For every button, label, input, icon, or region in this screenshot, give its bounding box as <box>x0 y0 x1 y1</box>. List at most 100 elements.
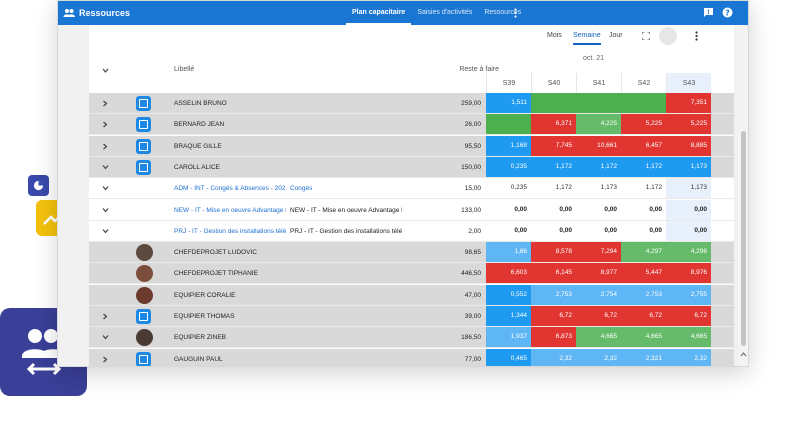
tab-plan-capacitaire[interactable]: Plan capacitaire <box>346 1 412 25</box>
load-cell[interactable]: 0,00 <box>649 226 662 234</box>
chevron-right-icon[interactable] <box>102 121 109 128</box>
load-cell[interactable] <box>576 93 621 113</box>
column-header-libelle[interactable]: Libellé <box>174 66 195 73</box>
load-cell[interactable]: 0,00 <box>604 205 617 213</box>
resource-row[interactable]: GAUGUIN PAUL 77,00 0,465 2,32 2,32 2,321 2,32 <box>89 348 734 366</box>
load-cell[interactable]: 2,753 <box>621 284 666 305</box>
task-row[interactable]: ADM - INT - Congés & Absences - 2021 Cong… <box>89 178 734 200</box>
chevron-down-icon[interactable] <box>102 185 109 192</box>
load-cell[interactable]: 6,873 <box>531 327 576 348</box>
load-cell[interactable] <box>531 93 576 113</box>
load-cell[interactable]: 1,173 <box>666 178 711 199</box>
load-cell[interactable]: 6,72 <box>531 306 576 326</box>
fullscreen-icon[interactable] <box>642 32 650 40</box>
task-row[interactable]: PRJ - IT - Gestion des installations tél… <box>89 220 734 242</box>
load-cell[interactable]: 0,235 <box>510 184 527 192</box>
load-cell[interactable]: 0,00 <box>649 205 662 213</box>
load-cell[interactable]: 2,32 <box>666 348 711 366</box>
load-cell[interactable]: 4,665 <box>621 327 666 348</box>
load-cell[interactable]: 10,661 <box>576 135 621 156</box>
load-cell[interactable]: 7,745 <box>531 135 576 156</box>
chevron-right-icon[interactable] <box>102 356 109 363</box>
view-week-button[interactable]: Semaine <box>573 29 601 45</box>
load-cell[interactable]: 2,32 <box>531 348 576 366</box>
load-cell[interactable]: 1,172 <box>576 156 621 177</box>
load-cell[interactable]: 1,86 <box>486 242 531 263</box>
load-cell[interactable]: 8,578 <box>531 242 576 263</box>
load-cell[interactable]: 1,344 <box>486 306 531 326</box>
load-cell[interactable]: 1,173 <box>666 156 711 177</box>
chevron-down-icon[interactable] <box>102 334 109 341</box>
task-project-link[interactable]: PRJ - IT - Gestion des installations tél… <box>174 227 286 235</box>
load-cell[interactable]: 7,294 <box>576 242 621 263</box>
resource-row[interactable]: EQUIPIER THOMAS 39,00 1,344 6,72 6,72 6,72 6,7… <box>89 306 734 327</box>
load-cell[interactable]: 6,457 <box>621 135 666 156</box>
chevron-down-icon[interactable] <box>102 228 109 235</box>
load-cell[interactable]: 4,296 <box>666 242 711 263</box>
resource-row[interactable]: BRAQUE GILLE 95,50 1,168 7,745 10,661 6,457 8,… <box>89 135 734 157</box>
load-cell[interactable]: 1,511 <box>486 93 531 113</box>
task-activity-label[interactable]: Congés <box>290 185 313 193</box>
resource-row[interactable]: CAROLL ALICE 150,00 0,235 1,172 1,172 1,172 1,… <box>89 156 734 178</box>
load-cell[interactable]: 4,665 <box>666 327 711 348</box>
load-cell[interactable]: 1,172 <box>645 184 662 192</box>
feedback-icon[interactable] <box>703 7 714 18</box>
load-cell[interactable]: 2,753 <box>531 284 576 305</box>
task-project-link[interactable]: ADM - INT - Congés & Absences - 2021 <box>174 185 286 193</box>
load-cell[interactable]: 6,72 <box>621 306 666 326</box>
chevron-down-icon[interactable] <box>102 207 109 214</box>
load-cell[interactable]: 0,00 <box>514 205 527 213</box>
load-cell[interactable]: 6,371 <box>531 114 576 135</box>
task-project-link[interactable]: NEW - IT - Mise en oeuvre Advantage Fir <box>174 206 286 214</box>
scroll-down-arrow-icon[interactable] <box>740 352 747 357</box>
load-cell[interactable]: 6,72 <box>576 306 621 326</box>
load-cell[interactable]: 0,00 <box>666 220 711 241</box>
chevron-right-icon[interactable] <box>102 143 109 150</box>
load-cell[interactable]: 5,447 <box>621 263 666 284</box>
load-cell[interactable]: 5,225 <box>666 114 711 135</box>
load-cell[interactable]: 8,976 <box>666 263 711 284</box>
scrollbar-thumb[interactable] <box>741 131 746 346</box>
load-cell[interactable]: 8,977 <box>576 263 621 284</box>
resource-row[interactable]: CHEFDEPROJET TIPHANIE 446,50 6,603 6,145 8,9… <box>89 263 734 285</box>
load-cell[interactable]: 2,755 <box>666 284 711 305</box>
load-cell[interactable]: 4,665 <box>576 327 621 348</box>
load-cell[interactable]: 4,225 <box>576 114 621 135</box>
load-cell[interactable] <box>621 93 666 113</box>
load-cell[interactable]: 1,173 <box>600 184 617 192</box>
load-cell[interactable]: 1,937 <box>486 327 531 348</box>
load-cell[interactable]: 0,00 <box>666 199 711 220</box>
resource-row[interactable]: CHEFDEPROJET LUDOVIC 98,65 1,86 8,578 7,294 4… <box>89 242 734 264</box>
load-cell[interactable]: 0,552 <box>486 284 531 305</box>
load-cell[interactable]: 1,168 <box>486 135 531 156</box>
resource-row[interactable]: EQUIPIER ZINEB 186,50 1,937 6,873 4,665 4,665… <box>89 327 734 349</box>
resource-row[interactable]: EQUIPIER CORALIE 47,00 0,552 2,753 2,754 2,75… <box>89 284 734 306</box>
view-day-button[interactable]: Jour <box>609 32 623 39</box>
load-cell[interactable]: 0,00 <box>514 226 527 234</box>
load-cell[interactable]: 2,754 <box>576 284 621 305</box>
task-row[interactable]: NEW - IT - Mise en oeuvre Advantage Fir N… <box>89 199 734 221</box>
column-header-reste[interactable]: Reste à faire <box>459 66 499 73</box>
more-vert-icon[interactable] <box>514 8 517 18</box>
resource-row[interactable]: BERNARD JEAN 26,00 6,371 4,225 5,225 5,225 <box>89 114 734 136</box>
tab-saisies-activites[interactable]: Saisies d'activités <box>417 9 473 16</box>
user-avatar[interactable] <box>659 27 677 45</box>
load-cell[interactable]: 6,145 <box>531 263 576 284</box>
chevron-right-icon[interactable] <box>102 313 109 320</box>
load-cell[interactable]: 6,603 <box>486 263 531 284</box>
load-cell[interactable]: 1,172 <box>531 156 576 177</box>
tab-ressources[interactable]: Ressources <box>484 9 522 16</box>
load-cell[interactable]: 0,00 <box>559 226 572 234</box>
load-cell[interactable]: 8,885 <box>666 135 711 156</box>
load-cell[interactable] <box>486 114 531 135</box>
load-cell[interactable]: 0,00 <box>604 226 617 234</box>
help-icon[interactable]: ? <box>722 7 733 18</box>
load-cell[interactable]: 4,297 <box>621 242 666 263</box>
load-cell[interactable]: 1,172 <box>555 184 572 192</box>
load-cell[interactable]: 0,00 <box>559 205 572 213</box>
load-cell[interactable]: 7,351 <box>666 93 711 113</box>
view-month-button[interactable]: Mois <box>547 32 562 39</box>
load-cell[interactable]: 0,465 <box>486 348 531 366</box>
toolbar-more-icon[interactable] <box>695 31 698 41</box>
collapse-all-chevron-icon[interactable] <box>102 68 109 73</box>
